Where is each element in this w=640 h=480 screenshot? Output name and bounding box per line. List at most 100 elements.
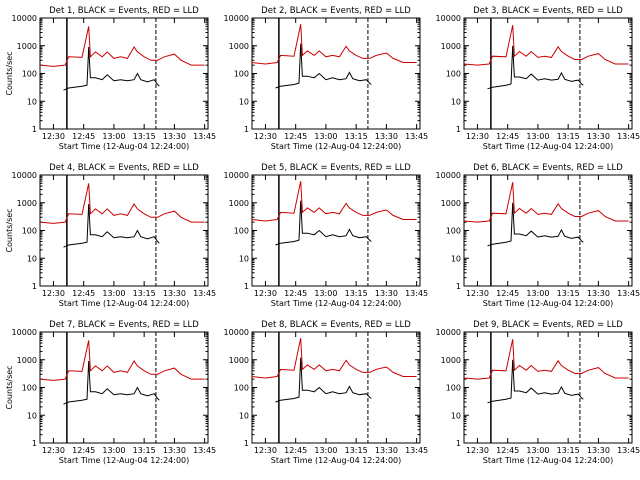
y-tick-label: 1000 xyxy=(441,42,461,51)
y-tick-label: 100 xyxy=(446,384,461,393)
x-axis-label: Start Time (12-Aug-04 12:24:00) xyxy=(271,299,402,308)
y-tick-label: 10000 xyxy=(224,14,249,23)
x-tick-label: 13:45 xyxy=(617,132,640,141)
detector-chart: Det 1, BLACK = Events, RED = LLD 1 10 100 10… xyxy=(5,6,216,151)
x-tick-label: 13:45 xyxy=(193,289,216,298)
x-tick-label: 13:30 xyxy=(587,132,610,141)
y-tick-label: 1000 xyxy=(441,356,461,365)
x-tick-label: 12:30 xyxy=(466,289,489,298)
y-tick-label: 1000 xyxy=(229,356,249,365)
x-tick-label: 13:45 xyxy=(405,446,428,455)
x-tick-label: 12:45 xyxy=(284,132,307,141)
y-tick-label: 10 xyxy=(451,411,461,420)
y-tick-label: 100 xyxy=(446,70,461,79)
y-tick-label: 1 xyxy=(32,282,37,291)
y-tick-label: 10000 xyxy=(224,328,249,337)
x-tick-label: 12:45 xyxy=(496,289,519,298)
y-tick-label: 10 xyxy=(239,411,249,420)
chart-title: Det 6, BLACK = Events, RED = LLD xyxy=(473,163,623,173)
plot-frame xyxy=(39,174,209,287)
x-axis-label: Start Time (12-Aug-04 12:24:00) xyxy=(483,456,614,465)
chart-title: Det 3, BLACK = Events, RED = LLD xyxy=(473,6,623,16)
chart-title: Det 2, BLACK = Events, RED = LLD xyxy=(261,6,411,16)
x-tick-label: 12:30 xyxy=(42,132,65,141)
y-tick-label: 1 xyxy=(32,125,37,134)
detector-chart: Det 4, BLACK = Events, RED = LLD 1 10 100 10… xyxy=(5,163,216,308)
x-tick-label: 13:15 xyxy=(345,132,368,141)
x-tick-label: 12:45 xyxy=(284,446,307,455)
series-line xyxy=(275,357,372,403)
y-tick-label: 100 xyxy=(234,384,249,393)
x-tick-label: 13:45 xyxy=(617,446,640,455)
x-tick-label: 12:45 xyxy=(496,132,519,141)
x-tick-label: 13:30 xyxy=(163,132,186,141)
y-tick-label: 100 xyxy=(446,227,461,236)
y-tick-label: 1000 xyxy=(441,199,461,208)
x-tick-label: 13:15 xyxy=(133,132,156,141)
y-tick-label: 100 xyxy=(22,70,37,79)
x-tick-label: 13:15 xyxy=(133,446,156,455)
detector-chart: Det 9, BLACK = Events, RED = LLD 1 10 100 10… xyxy=(436,320,640,465)
detector-chart: Det 3, BLACK = Events, RED = LLD 1 10 100 10… xyxy=(436,6,640,151)
x-tick-label: 13:00 xyxy=(314,446,337,455)
y-tick-label: 10 xyxy=(239,254,249,263)
x-tick-label: 12:30 xyxy=(42,289,65,298)
detector-chart: Det 8, BLACK = Events, RED = LLD 1 10 100 10… xyxy=(224,320,429,465)
y-tick-label: 1 xyxy=(244,439,249,448)
series-line xyxy=(39,26,205,67)
y-tick-label: 1 xyxy=(456,439,461,448)
x-tick-label: 13:30 xyxy=(375,289,398,298)
x-tick-label: 13:00 xyxy=(526,446,549,455)
x-tick-label: 12:45 xyxy=(496,446,519,455)
x-tick-label: 13:00 xyxy=(102,289,125,298)
series-line xyxy=(39,340,205,381)
y-tick-label: 10000 xyxy=(436,14,461,23)
detector-chart: Det 6, BLACK = Events, RED = LLD 1 10 100 10… xyxy=(436,163,640,308)
x-axis-label: Start Time (12-Aug-04 12:24:00) xyxy=(59,456,190,465)
series-line xyxy=(487,202,584,247)
series-line xyxy=(487,45,584,90)
x-axis-label: Start Time (12-Aug-04 12:24:00) xyxy=(271,456,402,465)
y-tick-label: 1 xyxy=(244,125,249,134)
y-axis-label: Counts/sec xyxy=(5,208,14,252)
series-line xyxy=(63,360,160,405)
x-tick-label: 13:00 xyxy=(314,289,337,298)
series-line xyxy=(63,46,160,91)
y-tick-label: 1 xyxy=(244,282,249,291)
plot-frame xyxy=(251,331,421,444)
y-tick-label: 10000 xyxy=(12,328,37,337)
y-tick-label: 1 xyxy=(456,282,461,291)
plot-frame xyxy=(251,174,421,287)
series-line xyxy=(63,203,160,248)
x-tick-label: 13:45 xyxy=(405,289,428,298)
y-tick-label: 100 xyxy=(234,70,249,79)
x-tick-label: 13:15 xyxy=(133,289,156,298)
x-tick-label: 13:30 xyxy=(375,446,398,455)
series-line xyxy=(275,200,372,246)
x-tick-label: 13:15 xyxy=(345,446,368,455)
x-tick-label: 13:30 xyxy=(587,289,610,298)
series-line xyxy=(251,338,417,379)
x-axis-label: Start Time (12-Aug-04 12:24:00) xyxy=(483,142,614,151)
chart-title: Det 7, BLACK = Events, RED = LLD xyxy=(49,320,199,330)
series-line xyxy=(251,181,417,222)
y-axis-label: Counts/sec xyxy=(5,365,14,409)
plot-frame xyxy=(251,17,421,130)
x-axis-label: Start Time (12-Aug-04 12:24:00) xyxy=(271,142,402,151)
series-line xyxy=(463,25,629,66)
chart-title: Det 1, BLACK = Events, RED = LLD xyxy=(49,6,199,16)
y-tick-label: 10000 xyxy=(436,171,461,180)
plot-frame xyxy=(39,331,209,444)
x-tick-label: 13:30 xyxy=(375,132,398,141)
x-tick-label: 12:30 xyxy=(42,446,65,455)
y-axis-label: Counts/sec xyxy=(5,51,14,95)
series-line xyxy=(463,339,629,380)
x-tick-label: 13:00 xyxy=(314,132,337,141)
x-tick-label: 12:45 xyxy=(72,132,95,141)
x-tick-label: 13:15 xyxy=(557,132,580,141)
x-tick-label: 13:45 xyxy=(405,132,428,141)
x-tick-label: 13:15 xyxy=(557,446,580,455)
x-tick-label: 12:45 xyxy=(72,289,95,298)
y-tick-label: 10000 xyxy=(436,328,461,337)
